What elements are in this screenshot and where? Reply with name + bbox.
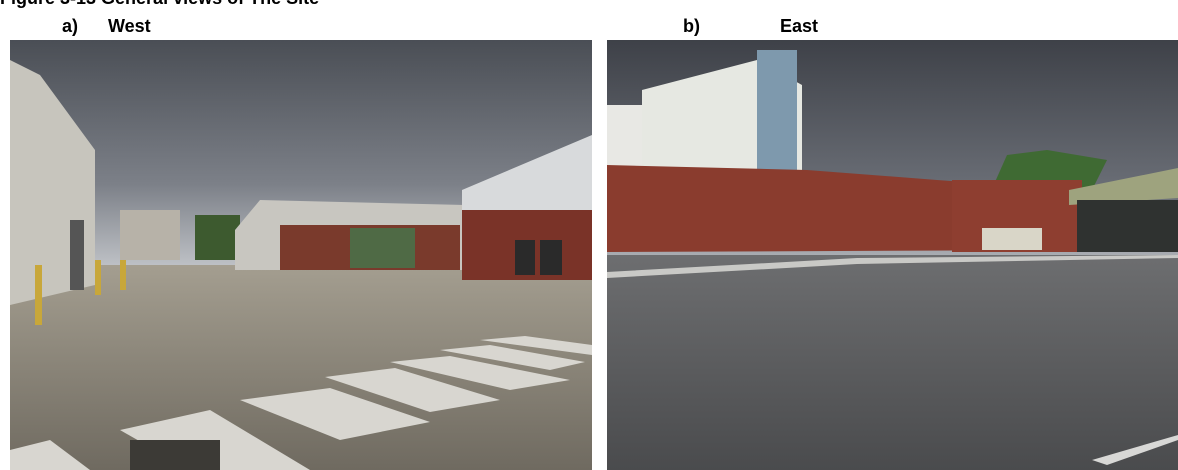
panel-label: b) [683, 16, 700, 36]
photo-west [10, 40, 592, 470]
photo-east [607, 40, 1178, 470]
panel-label: a) [62, 16, 79, 36]
figure-title: Figure 3-13 General views of The Site [0, 0, 319, 9]
panel-caption: West [108, 16, 151, 36]
panel-caption: East [780, 16, 819, 36]
